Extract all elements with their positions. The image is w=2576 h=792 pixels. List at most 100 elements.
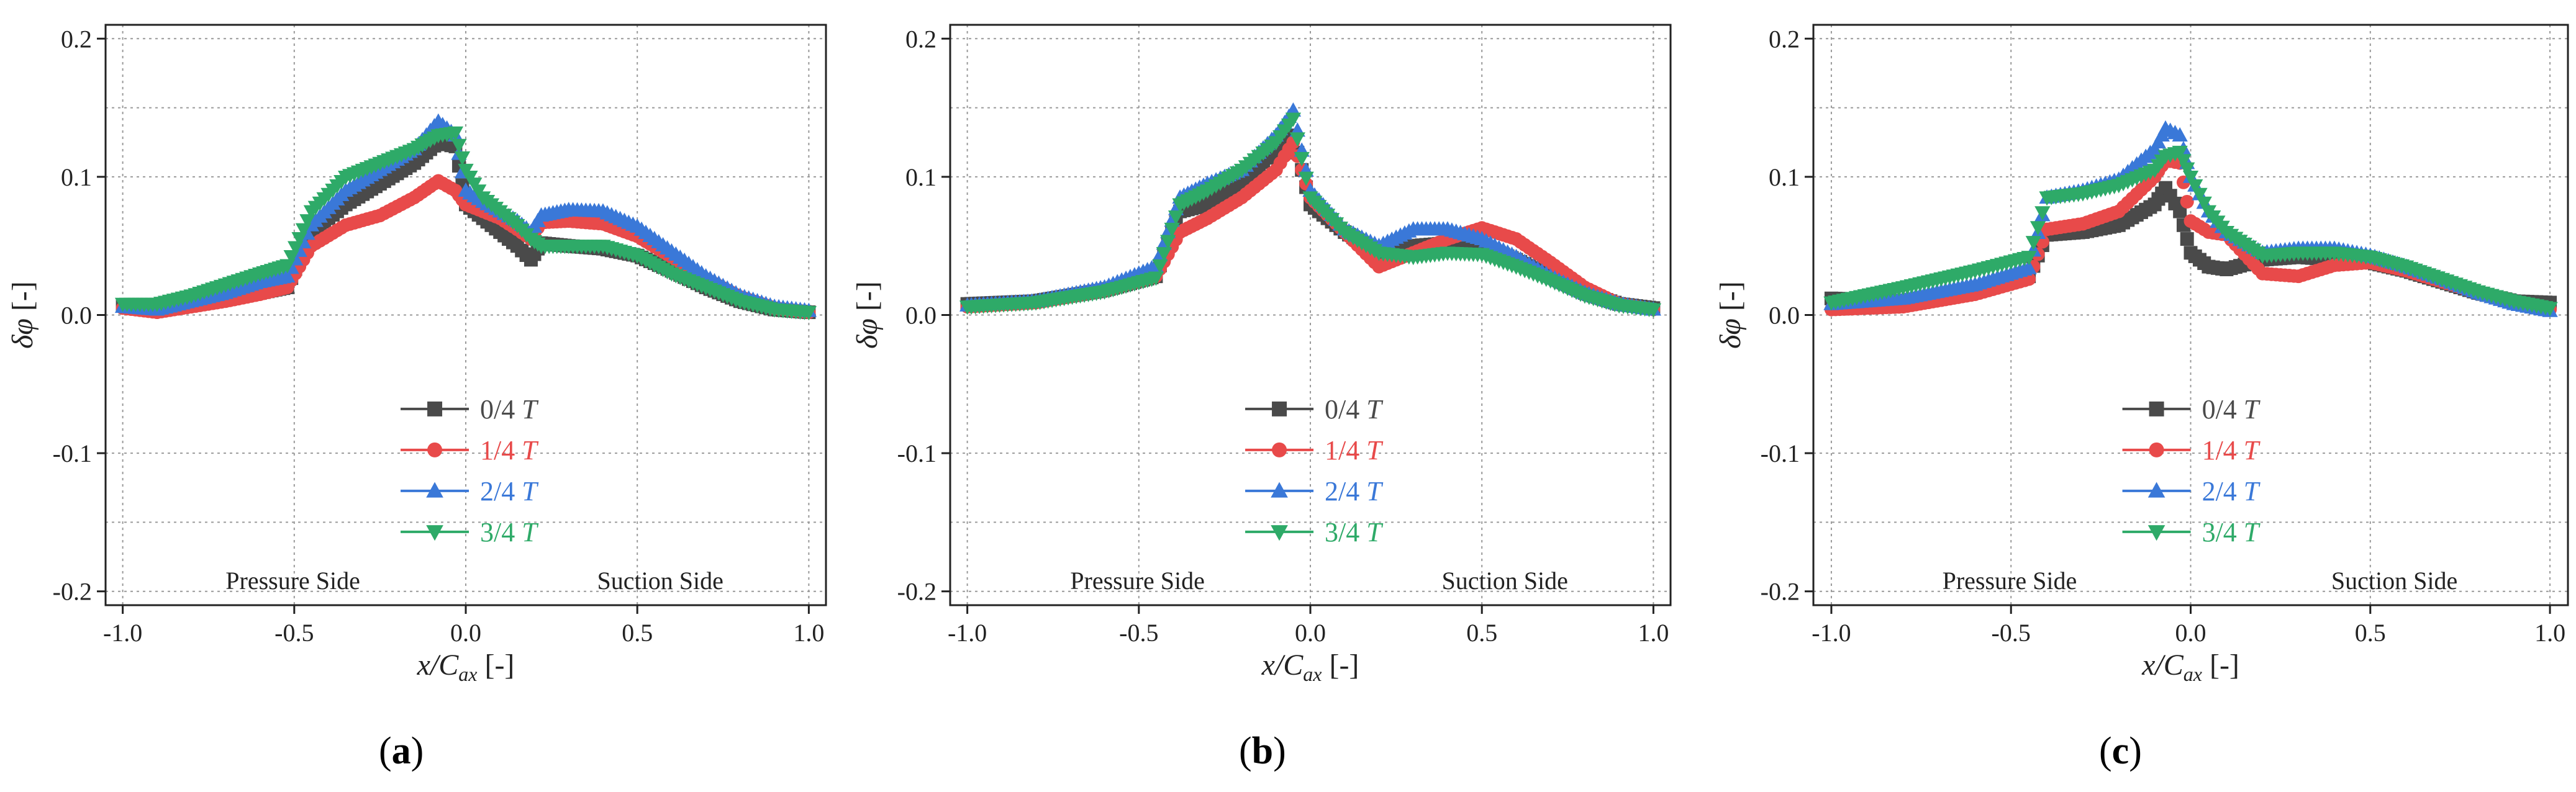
legend-entry-0: 0/4 T [2122, 394, 2261, 425]
legend-entry-3: 3/4 T [1245, 517, 1384, 547]
data-point [2182, 170, 2199, 186]
chart-panel-c: -1.0 -0.5 0.0 0.5 1.0 -0.2 -0.1 0.0 0.1 0.2 x/Cax … [1714, 24, 2569, 685]
data-point [2187, 179, 2203, 194]
x-tick-label-4: 1.0 [2534, 619, 2565, 647]
x-tick-label-0: -1.0 [948, 619, 987, 647]
x-tick-label-3: 0.5 [622, 619, 653, 647]
y-tick-label-0: -0.2 [1761, 578, 1800, 606]
x-tick-label-3: 0.5 [2355, 619, 2386, 647]
data-point [447, 126, 464, 141]
data-point [2192, 187, 2208, 202]
legend-label: 0/4 T [1325, 394, 1384, 425]
y-tick-label-2: 0.0 [1769, 302, 1800, 330]
data-point [1152, 259, 1168, 274]
legend-label: 3/4 T [480, 517, 539, 547]
annotation-pressure-side: Pressure Side [1943, 567, 2077, 595]
x-tick-label-2: 0.0 [450, 619, 481, 647]
data-point [2180, 194, 2194, 209]
data-point [1294, 151, 1310, 167]
legend-entry-2: 2/4 T [401, 476, 539, 506]
data-point [2021, 259, 2037, 274]
data-point [1289, 132, 1305, 147]
legend-label: 2/4 T [2202, 476, 2261, 506]
data-point [451, 138, 467, 153]
x-tick-label-3: 0.5 [1466, 619, 1497, 647]
data-point [2173, 204, 2187, 218]
y-tick-label-0: -0.2 [53, 578, 92, 606]
data-point [1285, 112, 1302, 127]
data-point [2172, 127, 2188, 142]
x-tick-label-0: -1.0 [103, 619, 142, 647]
data-point [1160, 235, 1176, 250]
data-point [2034, 206, 2051, 221]
data-point [1156, 247, 1172, 262]
legend-marker [427, 442, 443, 457]
annotation-suction-side: Suction Side [597, 567, 723, 595]
annotation-suction-side: Suction Side [1442, 567, 1568, 595]
legend-entry-0: 0/4 T [401, 394, 539, 425]
annotation-pressure-side: Pressure Side [225, 567, 360, 595]
legend-entry-3: 3/4 T [2122, 517, 2261, 547]
data-point [2180, 232, 2194, 246]
y-tick-label-3: 0.1 [1769, 163, 1800, 191]
data-point [1298, 171, 1314, 186]
x-tick-label-2: 0.0 [1295, 619, 1326, 647]
legend-marker [2147, 525, 2166, 541]
legend-entry-1: 1/4 T [2122, 435, 2261, 466]
data-point [279, 268, 296, 283]
y-tick-label-1: -0.1 [897, 439, 937, 467]
data-point [2175, 154, 2192, 169]
legend-label: 0/4 T [2202, 394, 2261, 425]
data-point [1148, 271, 1164, 286]
y-tick-label-3: 0.1 [905, 163, 937, 191]
legend-marker [2149, 442, 2164, 457]
x-axis-label: x/Cax [-] [2141, 649, 2239, 685]
data-point [454, 151, 471, 166]
panel-label-b: (b) [1239, 730, 1286, 772]
legend-marker [1272, 401, 1287, 416]
x-tick-label-1: -0.5 [1119, 619, 1158, 647]
legend-marker [426, 525, 443, 541]
y-tick-label-1: -0.1 [53, 439, 92, 467]
legend-label: 3/4 T [1325, 517, 1384, 547]
x-tick-label-2: 0.0 [2175, 619, 2206, 647]
series-3-4-T [1823, 145, 2558, 317]
legend-marker [1271, 482, 1288, 498]
series-3-4-T [114, 126, 817, 321]
y-tick-label-3: 0.1 [61, 163, 92, 191]
legend-marker [1272, 442, 1287, 457]
chart-panel-b: -1.0 -0.5 0.0 0.5 1.0 -0.2 -0.1 0.0 0.1 0.2 x/Cax … [851, 24, 1672, 685]
y-tick-label-0: -0.2 [897, 578, 937, 606]
series-3-4-T [959, 112, 1662, 318]
x-axis-label: x/Cax [-] [417, 649, 515, 685]
annotation-pressure-side: Pressure Side [1070, 567, 1205, 595]
legend-entry-0: 0/4 T [1245, 394, 1384, 425]
annotation-suction-side: Suction Side [2331, 567, 2457, 595]
legend-marker [1271, 525, 1288, 541]
y-tick-label-4: 0.2 [1769, 25, 1800, 53]
y-axis-label: δφ [-] [1714, 281, 1747, 349]
data-point [2021, 251, 2037, 266]
legend-label: 2/4 T [1325, 476, 1384, 506]
legend-entry-1: 1/4 T [1245, 435, 1384, 466]
x-tick-label-1: -0.5 [1992, 619, 2031, 647]
legend-marker [2147, 482, 2166, 498]
data-point [2172, 145, 2188, 161]
data-point [1164, 222, 1180, 237]
legend-entry-2: 2/4 T [1245, 476, 1384, 506]
legend-entry-2: 2/4 T [2122, 476, 2261, 506]
y-tick-label-2: 0.0 [61, 302, 92, 330]
legend-marker [427, 401, 443, 416]
y-axis-label: δφ [-] [851, 281, 884, 349]
x-tick-label-1: -0.5 [274, 619, 314, 647]
data-point [2196, 196, 2212, 211]
legend-label: 3/4 T [2202, 517, 2261, 547]
legend-label: 0/4 T [480, 394, 539, 425]
legend-label: 1/4 T [2202, 435, 2261, 466]
data-point [1168, 210, 1184, 225]
legend-label: 1/4 T [480, 435, 539, 466]
legend-label: 1/4 T [1325, 435, 1384, 466]
panel-label-c: (c) [2099, 730, 2142, 772]
data-point [1645, 303, 1662, 318]
